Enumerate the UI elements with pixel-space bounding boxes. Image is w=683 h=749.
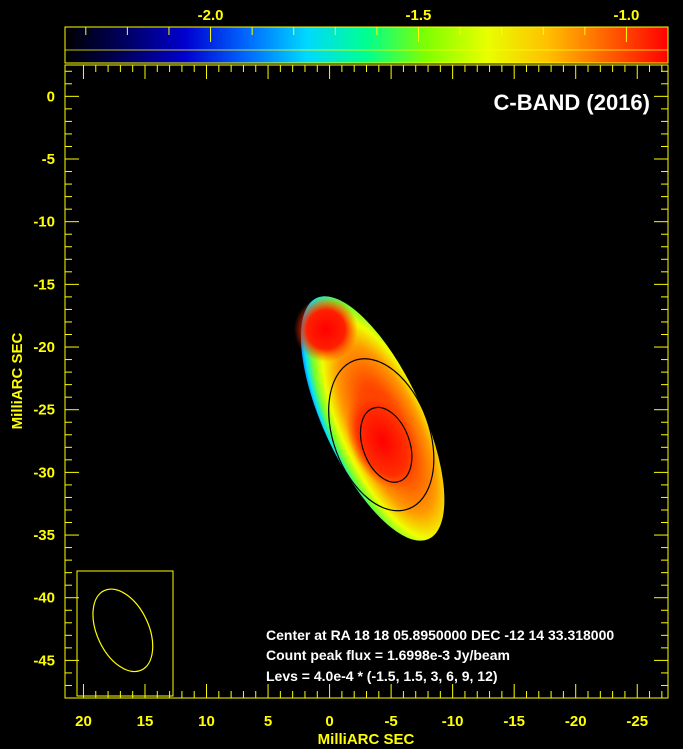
axis-ticks	[65, 65, 668, 698]
colorbar-tick-label: -1.5	[406, 7, 432, 24]
source-hot-knot	[293, 296, 358, 363]
y-tick-label: -10	[33, 214, 55, 231]
source-emission	[293, 296, 445, 541]
x-tick-label: 10	[198, 713, 215, 730]
colorbar-tick-label: -2.0	[198, 7, 224, 24]
x-tick-label: 0	[325, 713, 333, 730]
center-coordinates-text: Center at RA 18 18 05.8950000 DEC -12 14…	[266, 627, 614, 643]
contour-level-3	[359, 406, 413, 483]
y-tick-label: -20	[33, 339, 55, 356]
beam-frame	[76, 570, 174, 697]
tick-labels: -2.0 -1.5 -1.0 20 15 10 5 0 -5 -10 -15 -20 -25 0 -5 -10…	[33, 7, 648, 730]
y-tick-label: -5	[42, 151, 55, 168]
colorbar-tick-label: -1.0	[613, 7, 639, 24]
y-tick-label: -30	[33, 464, 55, 481]
colorbar	[64, 26, 669, 64]
contour-level-1.5	[328, 358, 435, 512]
plot-area	[64, 64, 669, 699]
x-tick-label: -5	[384, 713, 397, 730]
y-tick-label: -35	[33, 527, 55, 544]
x-tick-label: -15	[503, 713, 525, 730]
x-tick-label: -20	[565, 713, 587, 730]
y-tick-label: -15	[33, 276, 55, 293]
colorbar-frame	[64, 26, 669, 64]
beam-box	[76, 570, 174, 697]
x-tick-label: 20	[75, 713, 92, 730]
colorbar-fill	[65, 27, 668, 63]
band-title: C-BAND (2016)	[494, 90, 650, 115]
x-tick-label: 15	[137, 713, 154, 730]
contour-levels-text: Levs = 4.0e-4 * (-1.5, 1.5, 3, 6, 9, 12)	[266, 668, 498, 684]
x-tick-label: -10	[442, 713, 464, 730]
y-tick-label: -45	[33, 652, 55, 669]
info-annotations: Center at RA 18 18 05.8950000 DEC -12 14…	[266, 627, 614, 684]
x-tick-label: -25	[626, 713, 648, 730]
x-axis-title: MilliARC SEC	[318, 731, 415, 748]
beam-ellipse	[92, 588, 154, 673]
image-layer	[293, 296, 445, 541]
colorbar-ticks	[85, 27, 669, 42]
y-axis-title: MilliARC SEC	[9, 333, 26, 430]
peak-flux-text: Count peak flux = 1.6998e-3 Jy/beam	[266, 647, 510, 663]
y-tick-label: 0	[47, 88, 55, 105]
contour-layer	[328, 358, 435, 512]
x-tick-label: 5	[264, 713, 272, 730]
y-tick-label: -40	[33, 590, 55, 607]
y-tick-label: -25	[33, 402, 55, 419]
